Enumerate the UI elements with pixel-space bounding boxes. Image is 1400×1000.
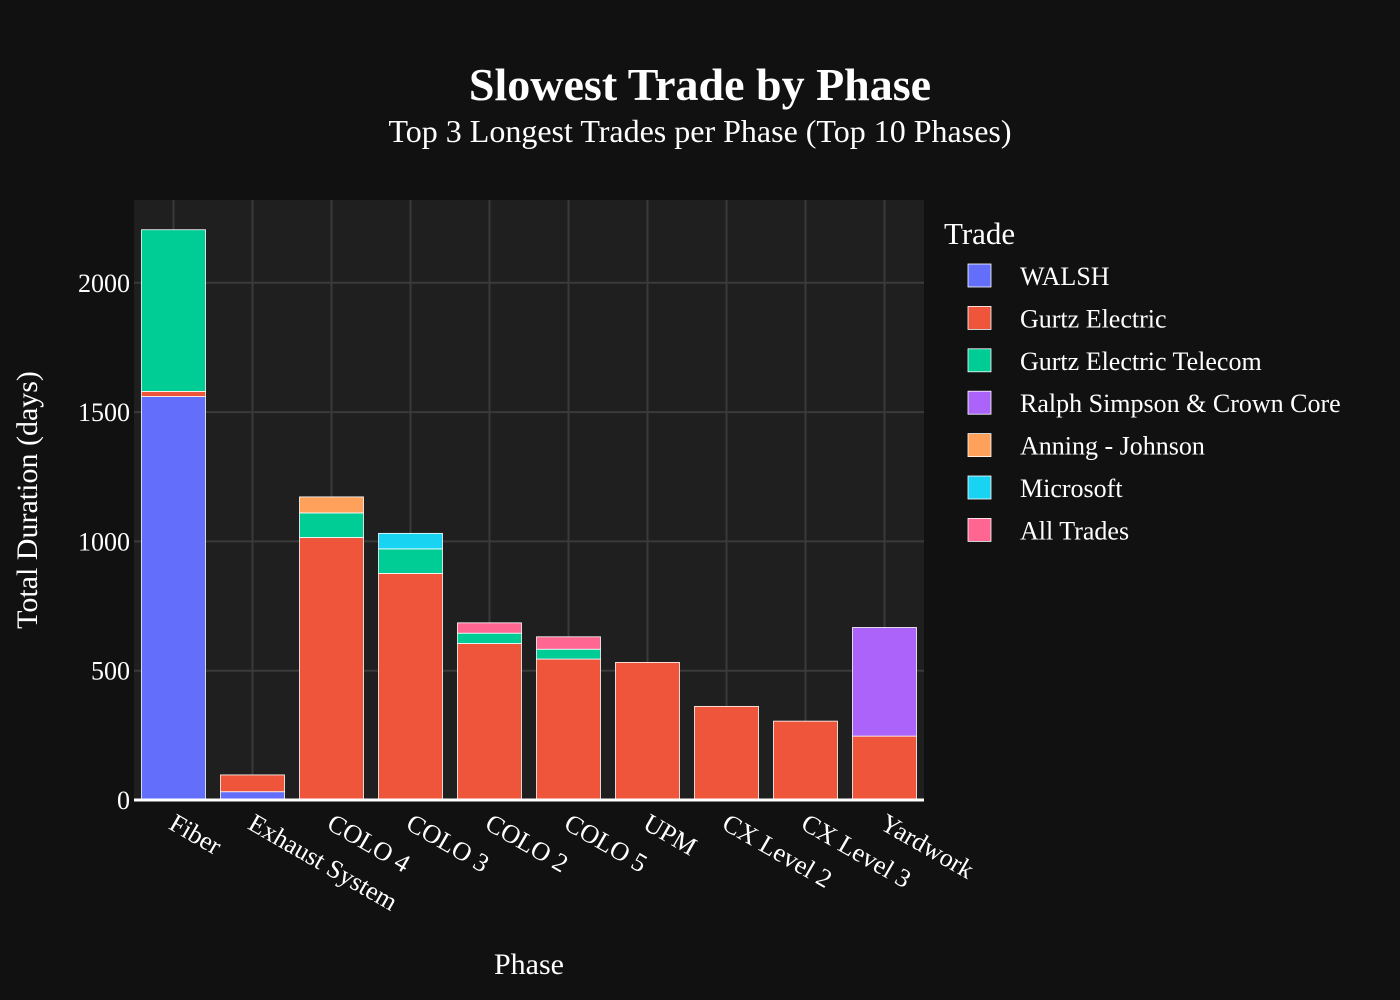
bars <box>141 229 917 801</box>
plot-area <box>134 200 924 800</box>
bar-colo-4-gurtz-electric-telecom <box>299 512 364 538</box>
legend-swatch <box>967 305 992 330</box>
legend-swatch <box>967 263 992 288</box>
bar-colo-4-anning-johnson <box>299 496 364 514</box>
legend-item-ralph-simpson-crown-core[interactable]: Ralph Simpson & Crown Core <box>967 389 1341 418</box>
y-tick-label: 2000 <box>78 269 130 298</box>
bar-yardwork-ralph-simpson-crown-core <box>852 627 917 737</box>
legend-label: Gurtz Electric Telecom <box>1020 347 1262 376</box>
legend: WALSH Gurtz Electric Gurtz Electric Teleco… <box>967 262 1341 545</box>
y-axis-title: Total Duration (days) <box>11 371 44 629</box>
legend-item-gurtz-electric[interactable]: Gurtz Electric <box>967 304 1167 333</box>
legend-label: All Trades <box>1020 516 1129 545</box>
legend-swatch <box>967 475 992 500</box>
bar-colo-5-all-trades <box>536 636 601 650</box>
legend-item-walsh[interactable]: WALSH <box>967 262 1110 291</box>
bar-fiber-walsh <box>141 396 206 801</box>
bar-cx-level-3-gurtz-electric <box>773 720 838 801</box>
bar-colo-3-gurtz-electric <box>378 573 443 801</box>
bar-yardwork-gurtz-electric <box>852 735 917 801</box>
bar-colo-4-gurtz-electric <box>299 537 364 801</box>
y-tick-label: 500 <box>91 657 130 686</box>
bar-colo-3-gurtz-electric-telecom <box>378 548 443 574</box>
x-tick-label: COLO 2 <box>481 808 574 878</box>
legend-label: Ralph Simpson & Crown Core <box>1020 389 1341 418</box>
y-axis-ticks: 0 500 1000 1500 2000 <box>78 269 130 815</box>
bar-colo-2-gurtz-electric-telecom <box>457 632 522 644</box>
legend-title: Trade <box>944 216 1015 251</box>
legend-swatch <box>967 390 992 415</box>
legend-label: Microsoft <box>1020 474 1123 503</box>
bar-exhaust-system-gurtz-electric <box>220 774 285 793</box>
bar-cx-level-2-gurtz-electric <box>694 705 759 801</box>
bar-fiber-gurtz-electric <box>141 390 206 397</box>
y-tick-label: 1000 <box>78 527 130 556</box>
chart-title: Slowest Trade by Phase <box>469 59 931 110</box>
legend-label: Anning - Johnson <box>1020 432 1205 461</box>
bar-colo-5-gurtz-electric-telecom <box>536 648 601 660</box>
bar-colo-2-all-trades <box>457 622 522 634</box>
legend-item-all-trades[interactable]: All Trades <box>967 516 1129 545</box>
legend-item-anning-johnson[interactable]: Anning - Johnson <box>967 432 1205 461</box>
x-tick-label: Fiber <box>165 808 227 861</box>
y-tick-label: 1500 <box>78 398 130 427</box>
bar-colo-3-microsoft <box>378 532 443 550</box>
legend-swatch <box>967 518 992 542</box>
y-tick-label: 0 <box>117 786 130 815</box>
legend-label: Gurtz Electric <box>1020 304 1167 333</box>
bar-fiber-gurtz-electric-telecom <box>141 229 206 392</box>
legend-item-gurtz-electric-telecom[interactable]: Gurtz Electric Telecom <box>967 347 1262 376</box>
bar-upm-gurtz-electric <box>615 662 680 801</box>
x-tick-label: COLO 5 <box>560 808 653 878</box>
legend-swatch <box>967 433 992 458</box>
legend-swatch <box>967 348 992 373</box>
bar-colo-2-gurtz-electric <box>457 643 522 801</box>
x-axis-title: Phase <box>494 948 564 981</box>
legend-item-microsoft[interactable]: Microsoft <box>967 474 1123 503</box>
chart-subtitle: Top 3 Longest Trades per Phase (Top 10 P… <box>388 113 1011 149</box>
bar-colo-5-gurtz-electric <box>536 658 601 801</box>
x-tick-label: COLO 3 <box>402 808 495 878</box>
legend-label: WALSH <box>1020 262 1110 291</box>
